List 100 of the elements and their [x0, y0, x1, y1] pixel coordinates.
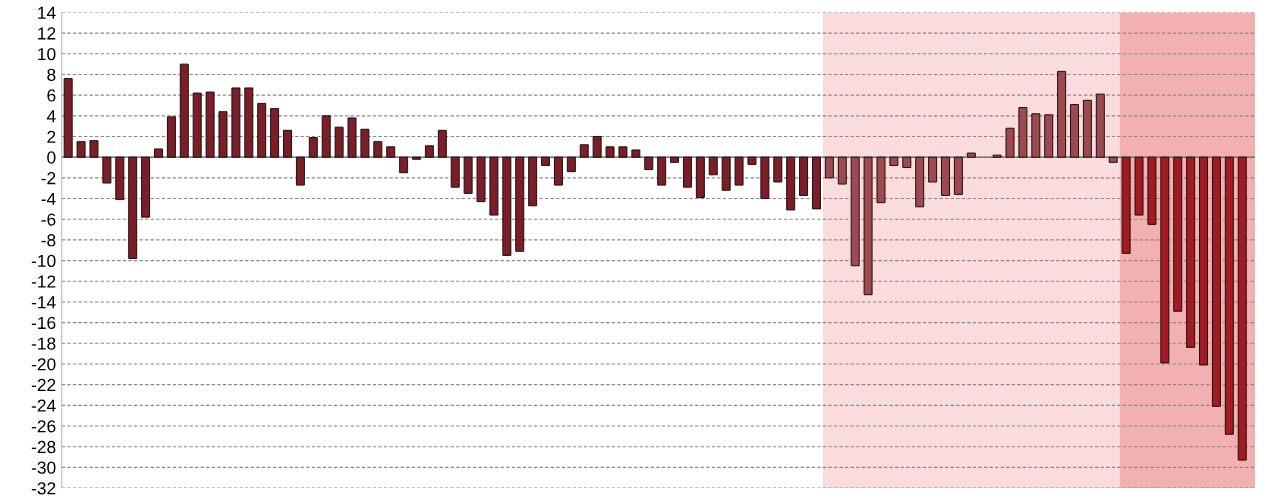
bar	[695, 156, 705, 199]
y-tick-label: -24	[31, 399, 56, 412]
bar	[424, 145, 434, 158]
bar	[902, 156, 912, 169]
bar	[373, 141, 383, 158]
y-tick-label: 2	[47, 130, 56, 143]
bar	[231, 87, 241, 158]
bar	[437, 129, 447, 158]
y-tick-label: -16	[31, 316, 56, 330]
bar	[321, 115, 331, 158]
bar	[308, 137, 318, 158]
y-tick-label: -26	[31, 420, 56, 433]
bar	[1095, 93, 1105, 158]
bar	[115, 156, 125, 201]
bar	[295, 156, 305, 186]
y-tick-label: -28	[31, 440, 56, 454]
bar	[1224, 156, 1234, 435]
y-tick-label: -32	[31, 482, 56, 495]
bar	[863, 156, 873, 296]
bar	[128, 156, 138, 260]
bar	[192, 92, 202, 158]
y-tick-label: -4	[41, 192, 56, 205]
bar	[721, 156, 731, 191]
bar	[1057, 70, 1067, 158]
bar	[1186, 156, 1196, 348]
bar	[1018, 107, 1028, 158]
bar	[773, 156, 783, 183]
bar	[1082, 99, 1092, 158]
bar	[708, 156, 718, 176]
bar	[928, 156, 938, 183]
bar	[528, 156, 538, 207]
y-tick-label: -2	[41, 172, 56, 185]
bar	[502, 156, 512, 256]
bar	[592, 136, 602, 158]
bar	[334, 126, 344, 158]
bar	[682, 156, 692, 188]
bar	[1199, 156, 1209, 366]
bar	[515, 156, 525, 252]
bar	[205, 91, 215, 158]
bar	[618, 146, 628, 158]
bar	[566, 156, 576, 173]
bar	[179, 63, 189, 158]
bar	[1173, 156, 1183, 312]
y-tick-label: 6	[47, 89, 56, 102]
bar	[657, 156, 667, 186]
bar	[399, 156, 409, 174]
bar	[824, 156, 834, 179]
y-tick-label: -10	[31, 254, 56, 268]
bar	[283, 129, 292, 158]
bar	[489, 156, 499, 216]
bar	[876, 156, 886, 204]
bar	[1031, 113, 1041, 158]
bar	[1211, 156, 1221, 407]
y-tick-label: -30	[31, 461, 56, 474]
y-tick-label: 0	[47, 151, 56, 164]
bar	[799, 156, 809, 196]
bar	[476, 156, 486, 203]
bar	[760, 156, 770, 200]
bar	[270, 108, 280, 158]
bar	[141, 156, 151, 218]
bar	[1147, 156, 1157, 225]
bar	[915, 156, 925, 208]
y-tick-label: -6	[41, 213, 56, 226]
y-tick-label: 8	[47, 68, 56, 81]
bar	[670, 156, 680, 163]
bar	[966, 152, 976, 158]
bar	[644, 156, 654, 171]
bar	[1134, 156, 1144, 216]
bar	[850, 156, 860, 267]
y-tick-label: -12	[31, 275, 56, 288]
bar	[1121, 156, 1131, 254]
bar	[747, 156, 757, 165]
bar	[1160, 156, 1170, 364]
y-tick-label: -14	[31, 296, 56, 309]
bar	[166, 116, 176, 158]
bar	[1237, 156, 1247, 461]
bar	[1108, 156, 1118, 163]
bar	[257, 102, 267, 158]
bar	[1005, 127, 1015, 158]
bar	[450, 156, 460, 188]
bar	[941, 156, 950, 196]
bar	[412, 156, 422, 160]
bar	[360, 128, 370, 158]
bar	[786, 156, 796, 211]
y-tick-label: -22	[31, 378, 56, 391]
bar	[992, 154, 1002, 158]
bar	[953, 156, 963, 195]
bar	[553, 156, 563, 186]
bar	[579, 144, 589, 158]
bar	[631, 149, 641, 158]
y-tick-label: 14	[38, 6, 56, 19]
bar	[76, 141, 86, 158]
bar	[218, 111, 228, 158]
y-tick-label: 10	[38, 47, 56, 61]
bar	[1044, 114, 1054, 158]
bar	[154, 148, 163, 158]
y-tick-label: -18	[31, 337, 56, 350]
bar	[837, 156, 847, 185]
bar	[1070, 103, 1079, 158]
bar	[889, 156, 899, 166]
